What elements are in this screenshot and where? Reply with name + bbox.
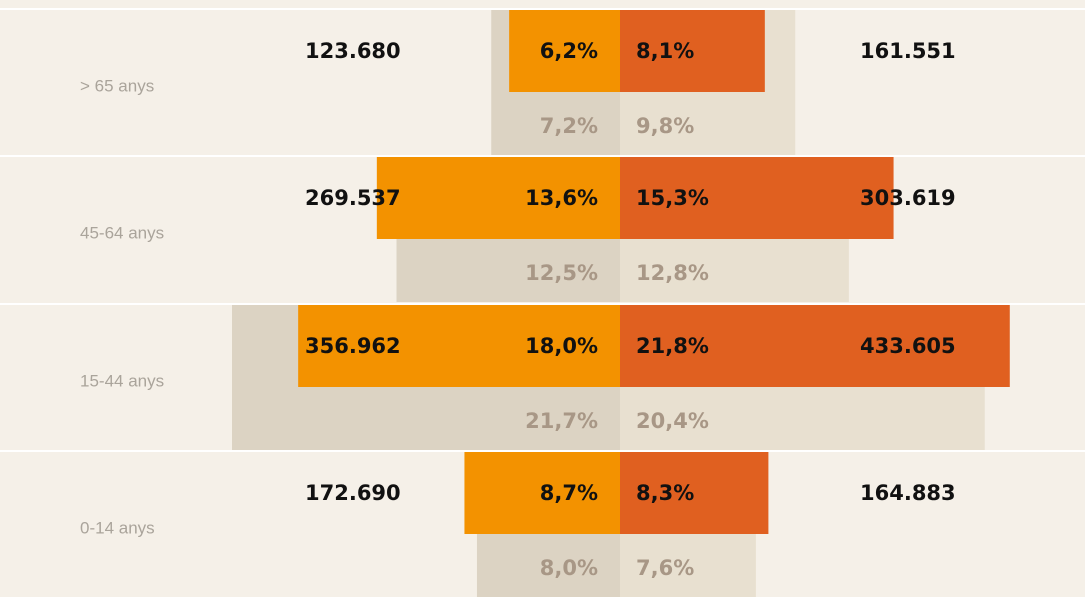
category-label: 0-14 anys <box>80 518 155 537</box>
category-label: > 65 anys <box>80 76 154 95</box>
percent-label: 8,7% <box>540 481 598 505</box>
reference-label: 21,7% <box>525 409 598 433</box>
row-separator <box>0 8 1085 10</box>
reference-label: 20,4% <box>636 409 709 433</box>
percent-label: 8,3% <box>636 481 694 505</box>
reference-label: 7,2% <box>540 114 598 138</box>
percent-label: 21,8% <box>636 334 709 358</box>
category-label: 45-64 anys <box>80 223 164 242</box>
row-separator <box>0 450 1085 452</box>
reference-label: 7,6% <box>636 556 694 580</box>
total-label: 269.537 <box>305 186 401 210</box>
bar <box>620 452 769 534</box>
reference-label: 12,8% <box>636 261 709 285</box>
total-label: 303.619 <box>860 186 956 210</box>
total-label: 356.962 <box>305 334 401 358</box>
reference-label: 8,0% <box>540 556 598 580</box>
category-label: 15-44 anys <box>80 371 164 390</box>
bar <box>298 305 620 387</box>
percent-label: 15,3% <box>636 186 709 210</box>
bar <box>620 305 1010 387</box>
total-label: 161.551 <box>860 39 956 63</box>
total-label: 433.605 <box>860 334 956 358</box>
percent-label: 13,6% <box>525 186 598 210</box>
bar <box>620 10 765 92</box>
bar <box>509 10 620 92</box>
percent-label: 6,2% <box>540 39 598 63</box>
percent-label: 18,0% <box>525 334 598 358</box>
percent-label: 8,1% <box>636 39 694 63</box>
total-label: 172.690 <box>305 481 401 505</box>
total-label: 123.680 <box>305 39 401 63</box>
bar <box>376 157 620 239</box>
bar <box>464 452 620 534</box>
row-separator <box>0 303 1085 305</box>
bar <box>620 157 894 239</box>
reference-label: 12,5% <box>525 261 598 285</box>
reference-label: 9,8% <box>636 114 694 138</box>
row-separator <box>0 155 1085 157</box>
total-label: 164.883 <box>860 481 956 505</box>
